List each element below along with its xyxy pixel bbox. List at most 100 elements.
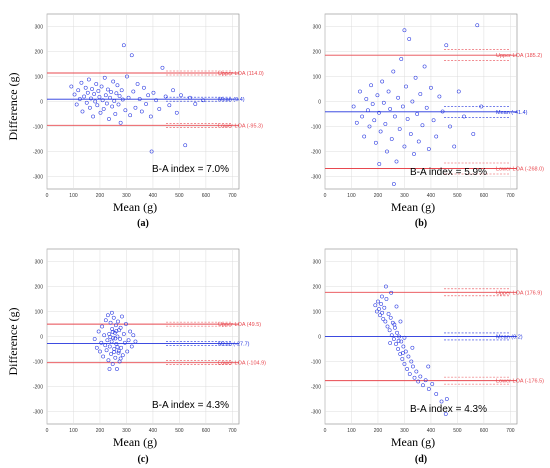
data-point xyxy=(396,95,400,100)
data-point xyxy=(110,104,115,109)
data-point xyxy=(386,89,391,94)
data-point xyxy=(133,339,138,344)
x-tick-label: 300 xyxy=(122,428,131,434)
x-axis-title: Mean (g) xyxy=(113,200,157,214)
data-point xyxy=(113,336,118,341)
data-point xyxy=(126,338,131,343)
data-point xyxy=(110,310,114,315)
x-tick-label: 200 xyxy=(96,428,105,434)
data-point xyxy=(378,313,382,318)
data-point xyxy=(95,103,100,108)
data-point xyxy=(126,95,131,100)
data-point xyxy=(462,114,466,119)
y-tick-label: -300 xyxy=(311,175,321,181)
x-tick-label: 400 xyxy=(427,193,436,199)
data-point xyxy=(122,340,127,345)
data-point xyxy=(394,342,398,346)
y-tick-label: -200 xyxy=(33,150,43,156)
data-point xyxy=(131,89,136,94)
x-tick-label: 100 xyxy=(347,428,356,434)
data-point xyxy=(375,309,379,314)
data-point xyxy=(102,75,107,80)
data-point xyxy=(399,339,404,344)
data-point xyxy=(167,103,172,108)
data-point xyxy=(103,93,108,98)
data-point xyxy=(121,332,126,336)
data-point xyxy=(385,324,390,329)
data-point xyxy=(129,53,134,58)
data-point xyxy=(403,349,408,354)
data-point xyxy=(389,137,394,141)
data-point xyxy=(426,364,431,369)
data-point xyxy=(414,369,419,374)
data-point xyxy=(387,328,392,333)
data-point xyxy=(106,358,111,363)
y-tick-label: 300 xyxy=(35,260,44,266)
x-tick-label: 100 xyxy=(69,193,78,199)
data-point xyxy=(79,80,84,85)
data-point xyxy=(364,97,369,101)
data-point xyxy=(401,344,406,349)
data-point xyxy=(354,120,359,125)
data-point xyxy=(410,99,415,104)
data-point xyxy=(384,297,389,301)
y-tick-label: -100 xyxy=(33,125,43,131)
data-point xyxy=(135,82,140,86)
data-point xyxy=(92,92,97,96)
data-point xyxy=(392,322,397,327)
data-point xyxy=(115,334,120,339)
data-point xyxy=(102,333,107,338)
data-point xyxy=(380,310,385,315)
data-point xyxy=(394,159,399,164)
data-point xyxy=(380,79,385,84)
data-point xyxy=(407,372,412,376)
data-point xyxy=(379,302,384,306)
data-point xyxy=(84,100,89,105)
lower-loa-label: Lower LOA (-176.5) xyxy=(496,379,544,385)
lower-loa-label: Lower LOA (-268.0) xyxy=(496,167,544,173)
y-tick-label: -100 xyxy=(311,360,321,366)
y-tick-label: -200 xyxy=(311,385,321,391)
data-point xyxy=(201,98,206,103)
x-tick-label: 400 xyxy=(427,428,436,434)
data-point xyxy=(144,102,148,106)
data-point xyxy=(113,323,118,328)
data-point xyxy=(448,124,452,129)
data-point xyxy=(405,117,410,121)
panel-label: (a) xyxy=(137,218,149,229)
data-point xyxy=(113,112,118,116)
data-point xyxy=(421,383,425,388)
data-point xyxy=(183,143,188,148)
data-point xyxy=(431,118,436,123)
data-point xyxy=(391,69,396,74)
y-tick-label: 200 xyxy=(35,50,44,56)
data-point xyxy=(116,102,121,107)
x-tick-label: 600 xyxy=(202,428,211,434)
panel-label: (b) xyxy=(415,218,427,229)
x-axis-title: Mean (g) xyxy=(391,435,435,449)
x-tick-label: 100 xyxy=(347,193,356,199)
x-tick-label: 600 xyxy=(202,193,211,199)
data-point xyxy=(400,351,405,355)
data-point xyxy=(406,354,411,359)
y-axis-title: Difference (g) xyxy=(6,307,20,375)
data-point xyxy=(100,324,104,329)
y-tick-label: 100 xyxy=(35,310,44,316)
data-point xyxy=(429,85,433,90)
data-point xyxy=(128,329,133,334)
data-point xyxy=(124,322,128,326)
data-point xyxy=(154,98,158,103)
data-point xyxy=(444,397,449,401)
data-point xyxy=(111,79,116,84)
data-point xyxy=(171,88,175,93)
y-tick-label: 300 xyxy=(35,25,44,31)
data-point xyxy=(74,102,79,107)
x-tick-label: 400 xyxy=(149,428,158,434)
panel-label: (c) xyxy=(137,454,148,465)
data-point xyxy=(116,349,121,353)
data-point xyxy=(120,314,124,319)
data-point xyxy=(407,37,412,41)
data-point xyxy=(402,335,407,340)
data-point xyxy=(92,337,97,341)
